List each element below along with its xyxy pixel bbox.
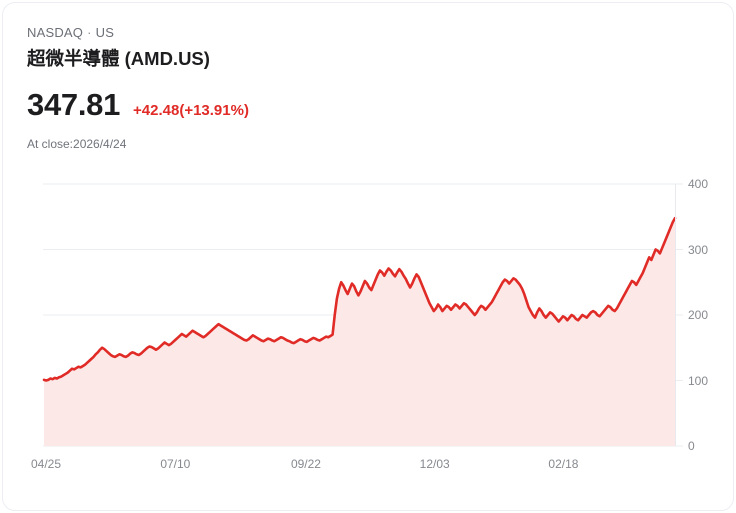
exchange-line: NASDAQ · US (27, 25, 709, 41)
current-price: 347.81 (27, 87, 121, 122)
price-row: 347.81 +42.48(+13.91%) (27, 87, 709, 123)
price-change: +42.48(+13.91%) (133, 102, 249, 119)
chart-price-line (42, 216, 677, 382)
exchange-region: US (95, 25, 115, 40)
exchange-separator: · (87, 25, 92, 40)
market-status-note: At close:2026/4/24 (27, 137, 127, 151)
quote-header: NASDAQ · US 超微半導體 (AMD.US) 347.81 +42.48(+… (27, 25, 709, 152)
page-title: 超微半導體 (AMD.US) (27, 48, 210, 69)
price-chart-svg[interactable] (3, 168, 734, 483)
exchange-name: NASDAQ (27, 25, 84, 40)
chart-area-fill (44, 218, 675, 446)
price-chart[interactable]: 400 300 200 100 0 04/25 07/10 09/22 12/03 02/18 (3, 168, 734, 483)
